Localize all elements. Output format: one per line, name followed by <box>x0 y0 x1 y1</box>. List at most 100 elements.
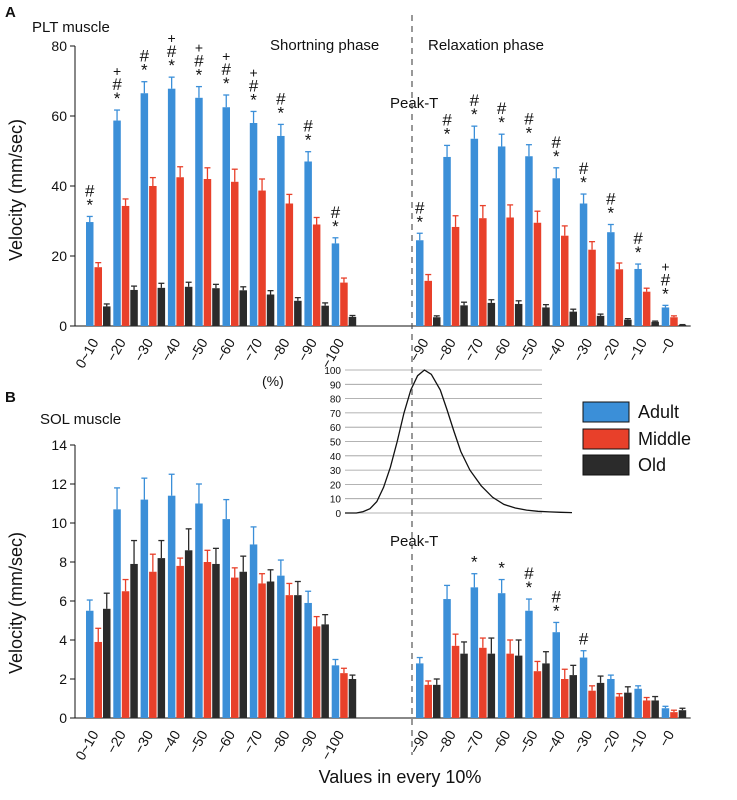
panel-b-bar-old <box>321 624 329 718</box>
panel-b-bar-old <box>624 692 632 718</box>
panel-a-x-tick-label: −60 <box>488 335 514 364</box>
panel-a-significance-mark: * <box>498 113 505 132</box>
panel-a-significance-mark: * <box>471 105 478 124</box>
panel-a-significance-mark: * <box>278 103 285 122</box>
panel-b-bar-adult <box>331 665 340 718</box>
panel-a-bar-old <box>678 324 687 326</box>
panel-a-significance-mark: # <box>85 181 95 200</box>
panel-b-bar-middle <box>312 626 321 718</box>
panel-a-x-tick-label: −0 <box>655 335 677 357</box>
panel-a-x-tick-label: −70 <box>460 335 486 364</box>
panel-b-y-axis-label: Velocity (mm/sec) <box>6 532 26 674</box>
panel-a-x-tick-label: −90 <box>294 335 320 364</box>
panel-b-significance-mark: # <box>579 630 589 649</box>
panel-a-significance-mark: * <box>635 243 642 262</box>
panel-b-bar-old <box>294 595 302 718</box>
panel-a-significance-mark: # <box>524 110 534 129</box>
panel-a-bar-middle <box>312 224 321 326</box>
panel-b-bar-middle <box>203 562 212 718</box>
panel-b-bar-middle <box>642 700 651 718</box>
panel-a-significance-mark: * <box>444 124 451 143</box>
panel-b-bar-old <box>433 684 441 718</box>
panel-a-significance-mark: * <box>114 89 121 108</box>
panel-b-bar-old <box>130 563 138 718</box>
panel-b-bar-adult <box>443 599 451 718</box>
panel-b-bar-adult <box>525 610 533 718</box>
panel-a-significance-mark: * <box>662 284 669 303</box>
panel-a-significance-mark: * <box>526 124 533 143</box>
panel-b-bar-adult <box>661 708 670 718</box>
panel-a-bar-old <box>348 316 357 326</box>
panel-a-x-tick-label: −40 <box>158 335 184 364</box>
inset-line-chart: 0 10 20 30 40 50 60 70 80 90 100 <box>324 362 580 522</box>
panel-a-significance-mark: * <box>608 204 615 223</box>
inset-y-tick-label: 10 <box>330 495 342 506</box>
panel-a-significance-mark: # <box>222 60 232 79</box>
inset-y-tick-label: 30 <box>330 466 342 477</box>
panel-a-significance-mark: * <box>86 195 93 214</box>
panel-a-y-tick-label: 40 <box>51 178 67 194</box>
panel-a-x-tick-label: −40 <box>542 335 568 364</box>
panel-b-bar-adult <box>579 657 588 718</box>
panel-b-x-tick-label: −40 <box>158 727 184 756</box>
panel-b-bar-adult <box>86 610 94 718</box>
panel-a-significance-mark: * <box>168 56 175 75</box>
panel-a-bar-adult <box>249 123 258 326</box>
panel-b-bar-old <box>184 550 193 718</box>
panel-b-bar-old <box>266 581 275 718</box>
panel-b-bar-adult <box>634 688 642 718</box>
panel-b-bar-middle <box>285 595 294 718</box>
panel-a-bar-middle <box>203 179 212 326</box>
panel-b-significance-mark: * <box>471 553 478 572</box>
panel-a-bar-adult <box>195 97 203 326</box>
legend-label-old: Old <box>638 455 666 475</box>
panel-a-bar-adult <box>470 138 479 326</box>
legend-swatch-old <box>582 454 630 476</box>
panel-b-bar-adult <box>304 602 312 718</box>
panel-a-bar-adult <box>525 156 533 326</box>
panel-b-bar-adult <box>195 503 203 718</box>
panel-b-bar-adult <box>552 632 560 718</box>
panel-a-significance-mark: + <box>168 30 176 46</box>
panel-a-significance-mark: # <box>331 203 341 222</box>
panel-b-bar-middle <box>615 696 624 718</box>
panel-a-title: PLT muscle <box>32 19 110 36</box>
panel-a-bar-middle <box>285 203 294 326</box>
panel-a-significance-mark: # <box>303 117 313 136</box>
panel-a-y-tick-label: 60 <box>51 108 67 124</box>
inset-y-tick-label: 80 <box>330 395 342 406</box>
panel-a-bar-middle <box>340 282 348 326</box>
panel-b-bar-adult <box>249 544 258 718</box>
panel-b-bar-adult <box>222 519 230 718</box>
panel-a-bar-adult <box>661 307 670 326</box>
panel-a-bar-middle <box>615 269 624 326</box>
panel-a-significance-mark: + <box>222 48 230 64</box>
panel-a-bar-middle <box>176 177 184 326</box>
panel-a-bar-middle <box>231 181 239 326</box>
panel-a-significance-mark: # <box>249 76 259 95</box>
panel-a-bar-old <box>103 306 111 326</box>
panel-a-significance-mark: * <box>416 212 423 231</box>
panel-a-peak-label: Peak-T <box>390 95 438 112</box>
legend-swatch-middle <box>582 428 630 450</box>
panel-b-bar-middle <box>121 591 130 718</box>
panel-a-bar-old <box>433 317 441 326</box>
panel-a-bar-adult <box>331 243 340 326</box>
panel-a-bar-old <box>460 305 468 326</box>
legend: Adult Middle Old <box>582 401 691 476</box>
panel-a-significance-mark: # <box>276 89 286 108</box>
panel-b-bar-old <box>460 653 468 718</box>
panel-b-y-tick-label: 2 <box>59 671 67 687</box>
panel-a-bar-old <box>569 311 577 326</box>
panel-a-bar-adult <box>140 93 149 326</box>
panel-a-bar-adult <box>113 120 121 326</box>
panel-b-bar-old <box>651 700 659 718</box>
panel-b-bar-middle <box>451 645 460 718</box>
panel-a-bar-middle <box>479 218 487 326</box>
panel-a-bar-old <box>624 319 632 326</box>
panel-a-bar-middle <box>258 190 266 326</box>
panel-b-bar-middle <box>340 673 348 718</box>
panel-a-bar-middle <box>94 267 102 326</box>
panel-a-significance-mark: # <box>194 52 204 71</box>
